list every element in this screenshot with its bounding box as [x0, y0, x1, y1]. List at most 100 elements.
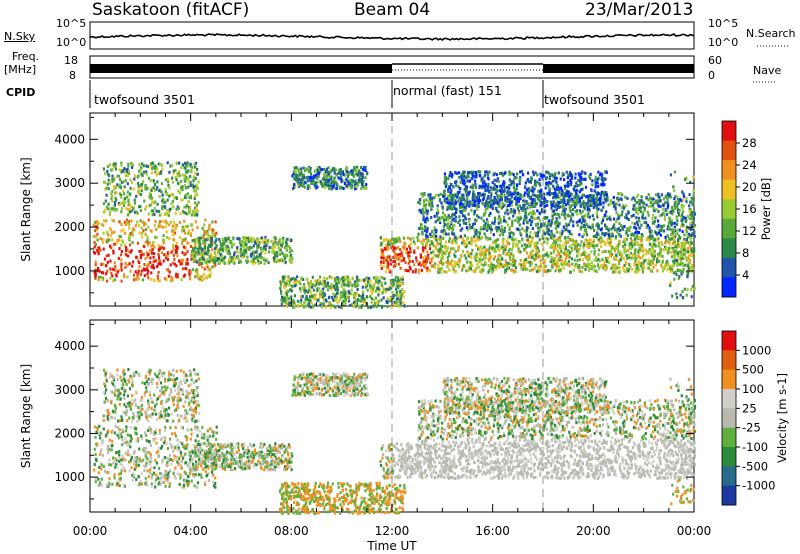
- power-cell: [132, 206, 136, 210]
- power-cell: [336, 286, 339, 290]
- power-cell: [309, 298, 312, 302]
- power-cell: [164, 277, 167, 281]
- power-cell: [489, 211, 492, 215]
- power-cell: [339, 177, 342, 181]
- power-cell: [150, 251, 154, 255]
- power-cell: [341, 280, 344, 283]
- power-cell: [636, 220, 639, 224]
- power-cell: [486, 227, 489, 231]
- power-cell: [671, 208, 674, 212]
- power-cell: [477, 247, 480, 251]
- power-cell: [584, 213, 587, 217]
- power-cell: [618, 232, 621, 236]
- power-cell: [628, 229, 631, 232]
- power-cell: [309, 279, 313, 283]
- power-cell: [345, 177, 348, 181]
- power-cell: [202, 254, 205, 258]
- power-cell: [543, 261, 546, 265]
- power-cell: [346, 278, 349, 282]
- power-cell: [112, 251, 115, 255]
- power-cell: [640, 236, 643, 240]
- power-cell: [634, 257, 637, 261]
- power-cell: [545, 236, 548, 240]
- power-cell: [420, 268, 423, 272]
- power-cell: [354, 168, 357, 172]
- power-cell: [570, 218, 573, 222]
- power-cell: [416, 246, 419, 250]
- power-cell: [104, 171, 107, 175]
- power-cell: [184, 267, 187, 270]
- power-cell: [429, 261, 432, 265]
- power-cell: [510, 182, 513, 186]
- power-cell: [444, 193, 447, 197]
- power-cell: [163, 253, 166, 257]
- power-cell: [584, 251, 587, 255]
- power-cell: [477, 230, 480, 234]
- power-cell: [533, 245, 536, 248]
- power-cell: [172, 246, 175, 250]
- power-cell: [512, 186, 515, 190]
- power-cell: [128, 226, 131, 230]
- power-cell: [463, 234, 466, 238]
- power-cell: [99, 248, 102, 252]
- power-cell: [171, 199, 174, 203]
- power-cell: [364, 165, 367, 169]
- power-cell: [129, 192, 132, 196]
- power-cell: [114, 265, 117, 269]
- power-cell: [281, 251, 284, 255]
- power-cell: [375, 305, 378, 309]
- power-cell: [564, 207, 568, 211]
- power-cell: [453, 270, 456, 274]
- power-cell: [567, 203, 570, 207]
- power-cell: [546, 216, 549, 220]
- power-cell: [210, 244, 213, 248]
- power-cell: [383, 277, 386, 281]
- power-cell: [633, 238, 636, 242]
- power-cell: [555, 212, 558, 216]
- power-cell: [588, 262, 591, 266]
- power-cell: [544, 259, 547, 263]
- power-cell: [207, 246, 210, 250]
- power-cell: [613, 270, 616, 274]
- power-cell: [426, 258, 429, 262]
- power-cell: [419, 253, 422, 257]
- power-cell: [666, 234, 669, 238]
- power-cell: [92, 250, 95, 254]
- power-cell: [282, 254, 285, 258]
- power-cell: [600, 208, 603, 212]
- power-cell: [527, 238, 530, 242]
- power-cell: [451, 232, 454, 236]
- power-cell: [354, 302, 357, 306]
- power-cell: [195, 260, 199, 264]
- power-cell: [239, 250, 242, 254]
- power-cell: [351, 169, 354, 173]
- power-cell: [492, 257, 495, 261]
- power-cell: [625, 254, 628, 257]
- power-cell: [363, 168, 366, 172]
- power-cell: [167, 253, 170, 257]
- power-cell: [172, 243, 175, 247]
- power-cell: [251, 250, 254, 254]
- power-cell: [310, 295, 313, 298]
- power-cell: [411, 260, 414, 263]
- power-cell: [237, 260, 241, 264]
- power-cell: [490, 228, 493, 232]
- power-cell: [174, 168, 177, 172]
- power-cell: [547, 228, 551, 232]
- power-cell: [531, 255, 534, 259]
- power-cell: [453, 260, 456, 264]
- power-cell: [394, 237, 397, 241]
- power-cell: [109, 210, 112, 214]
- power-cell: [102, 247, 105, 251]
- power-cell: [491, 270, 494, 274]
- power-cell: [411, 270, 414, 274]
- power-cell: [417, 263, 420, 266]
- power-cell: [519, 263, 523, 267]
- power-cell: [611, 232, 614, 236]
- power-cell: [505, 263, 508, 267]
- power-cell: [409, 250, 412, 254]
- power-cell: [154, 170, 157, 174]
- power-cell: [555, 267, 558, 271]
- power-cell: [417, 201, 420, 204]
- power-cell: [440, 247, 443, 251]
